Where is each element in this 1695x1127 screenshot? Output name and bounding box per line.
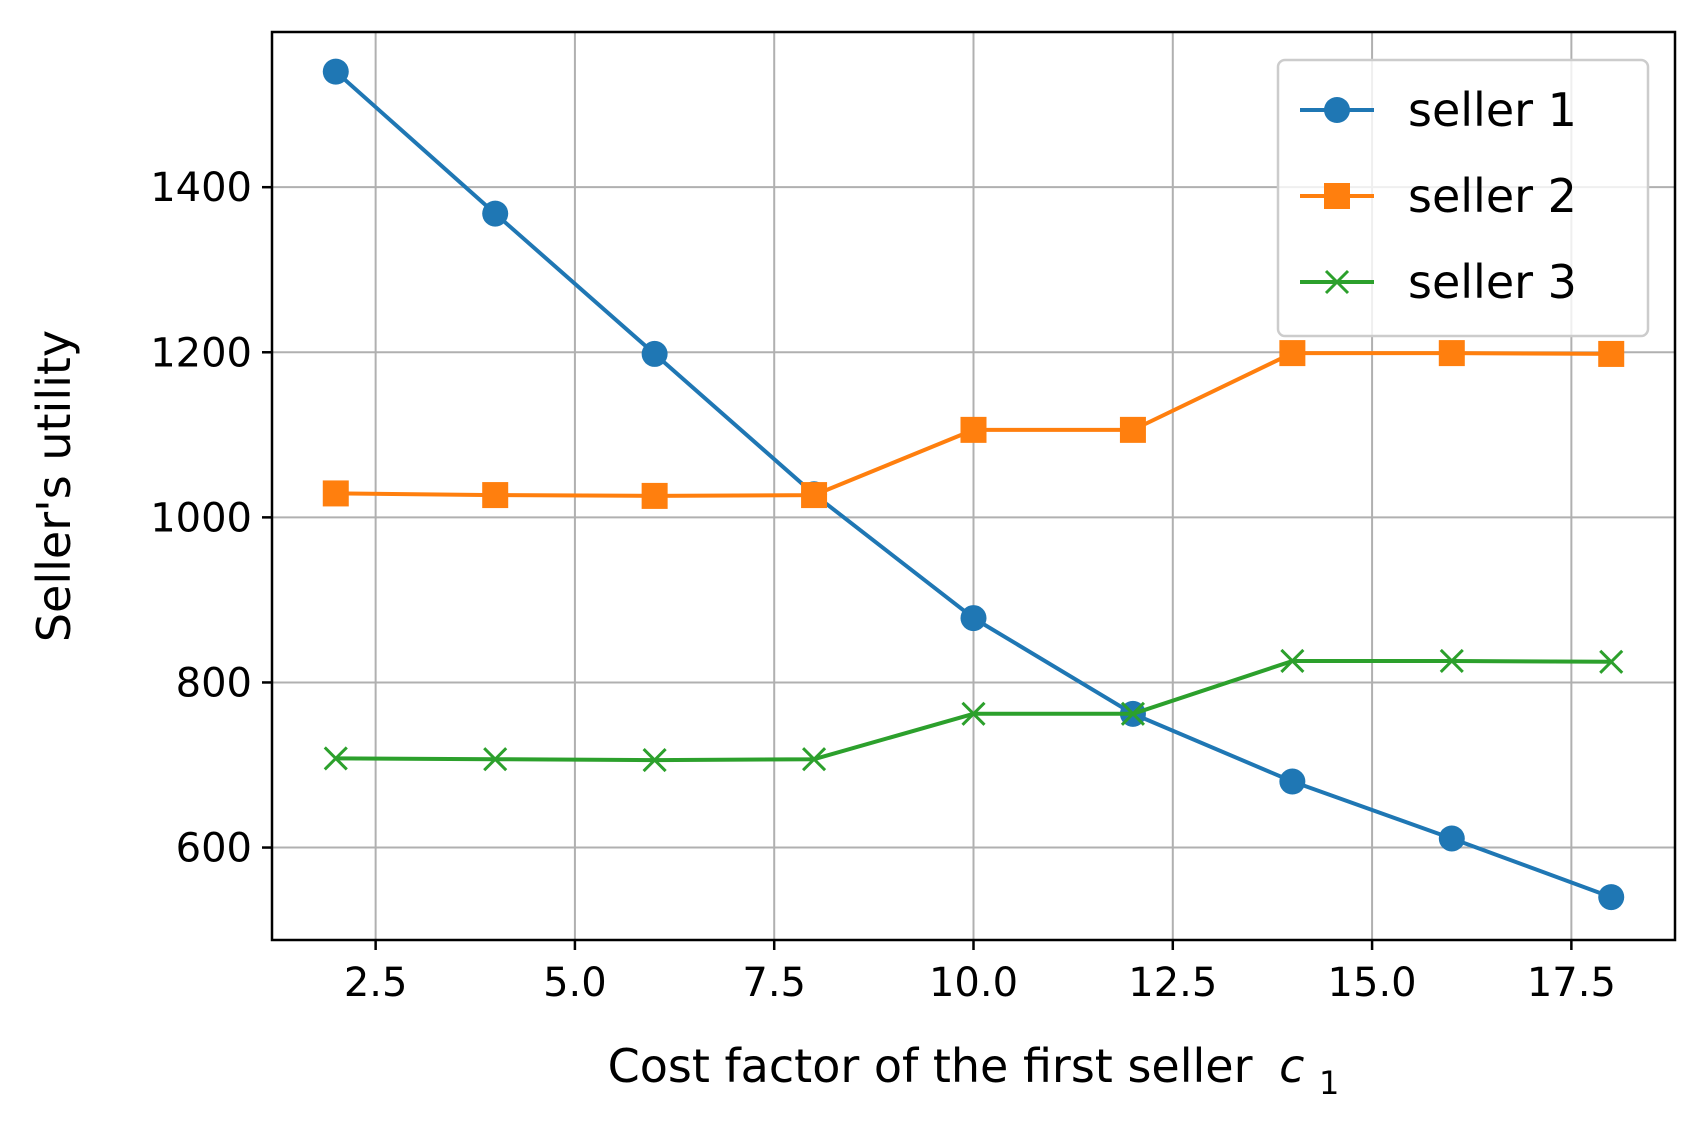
x-marker-stroke: [961, 701, 986, 726]
series-1-point: [1279, 768, 1306, 795]
legend-marker: [1324, 97, 1350, 123]
y-tick-label: 1400: [150, 165, 252, 211]
series-2-point: [482, 482, 509, 509]
series-1-point: [641, 340, 668, 367]
x-tick-label: 2.5: [344, 960, 408, 1006]
series-1-point: [1438, 825, 1465, 852]
series-3-point: [323, 746, 348, 771]
series-3-point: [483, 747, 508, 772]
series-2-point: [322, 480, 349, 507]
series-2-point: [801, 482, 828, 509]
series-2-point: [1279, 340, 1306, 367]
legend: seller 1 seller 2 seller 3: [1276, 58, 1650, 338]
series-3-point: [1120, 701, 1145, 726]
x-tick-label: 10.0: [929, 960, 1018, 1006]
legend-item-3: seller 3: [1300, 255, 1577, 309]
series-2: [322, 340, 1625, 509]
series-2-point: [1119, 416, 1146, 443]
y-axis-label: Seller's utility: [27, 330, 81, 642]
legend-items: seller 1 seller 2 seller 3: [1300, 83, 1577, 309]
x-marker-stroke: [1439, 648, 1464, 674]
series-2-point: [1598, 340, 1625, 367]
x-tick-label: 15.0: [1328, 960, 1417, 1006]
series-3-point: [961, 701, 986, 726]
series-3-point: [802, 747, 827, 772]
series-2-point: [641, 482, 668, 509]
x-marker-stroke: [642, 747, 667, 773]
legend-label: seller 2: [1408, 169, 1577, 223]
legend-marker: [1324, 183, 1350, 209]
x-tick-label: 5.0: [543, 960, 607, 1006]
series-group: [322, 58, 1625, 911]
x-marker-stroke: [1324, 269, 1350, 295]
series-3-point: [1280, 648, 1305, 674]
x-axis-label-math: c: [1279, 1039, 1304, 1093]
series-1-point: [960, 605, 987, 632]
x-marker-stroke: [323, 746, 348, 771]
series-3-point: [1599, 649, 1624, 674]
x-marker-stroke: [483, 747, 508, 772]
x-marker-stroke: [802, 747, 827, 772]
series-1-point: [1598, 884, 1625, 911]
x-marker-stroke: [1280, 648, 1305, 674]
series-1-point: [482, 200, 509, 227]
y-tick-label: 1000: [150, 495, 252, 541]
x-tick-label: 7.5: [742, 960, 806, 1006]
y-tick-label: 1200: [150, 330, 252, 376]
series-1-point: [322, 58, 349, 85]
legend-label: seller 3: [1408, 255, 1577, 309]
y-tick-label: 600: [176, 826, 252, 872]
axis-ticks: 2.5 5.0 7.5 10.0 12.5 15.0 17.5 600 800 1000 1200 1…: [150, 165, 1616, 1006]
x-marker-stroke: [1599, 649, 1624, 674]
x-axis-label: Cost factor of the first seller c 1: [608, 1039, 1340, 1102]
series-3-point: [1439, 648, 1464, 674]
x-axis-label-subscript: 1: [1319, 1064, 1339, 1102]
series-2-point: [1438, 340, 1465, 367]
legend-label: seller 1: [1408, 83, 1577, 137]
x-axis-label-text: Cost factor of the first seller: [608, 1039, 1253, 1093]
x-tick-label: 17.5: [1527, 960, 1616, 1006]
legend-item-1: seller 1: [1300, 83, 1577, 137]
legend-box: [1276, 58, 1650, 338]
series-3: [323, 648, 1624, 773]
series-2-point: [960, 416, 987, 443]
y-tick-label: 800: [176, 660, 252, 706]
legend-marker: [1324, 269, 1350, 295]
x-tick-label: 12.5: [1128, 960, 1217, 1006]
legend-item-2: seller 2: [1300, 169, 1577, 223]
x-marker-stroke: [1120, 701, 1145, 726]
series-3-point: [642, 747, 667, 773]
